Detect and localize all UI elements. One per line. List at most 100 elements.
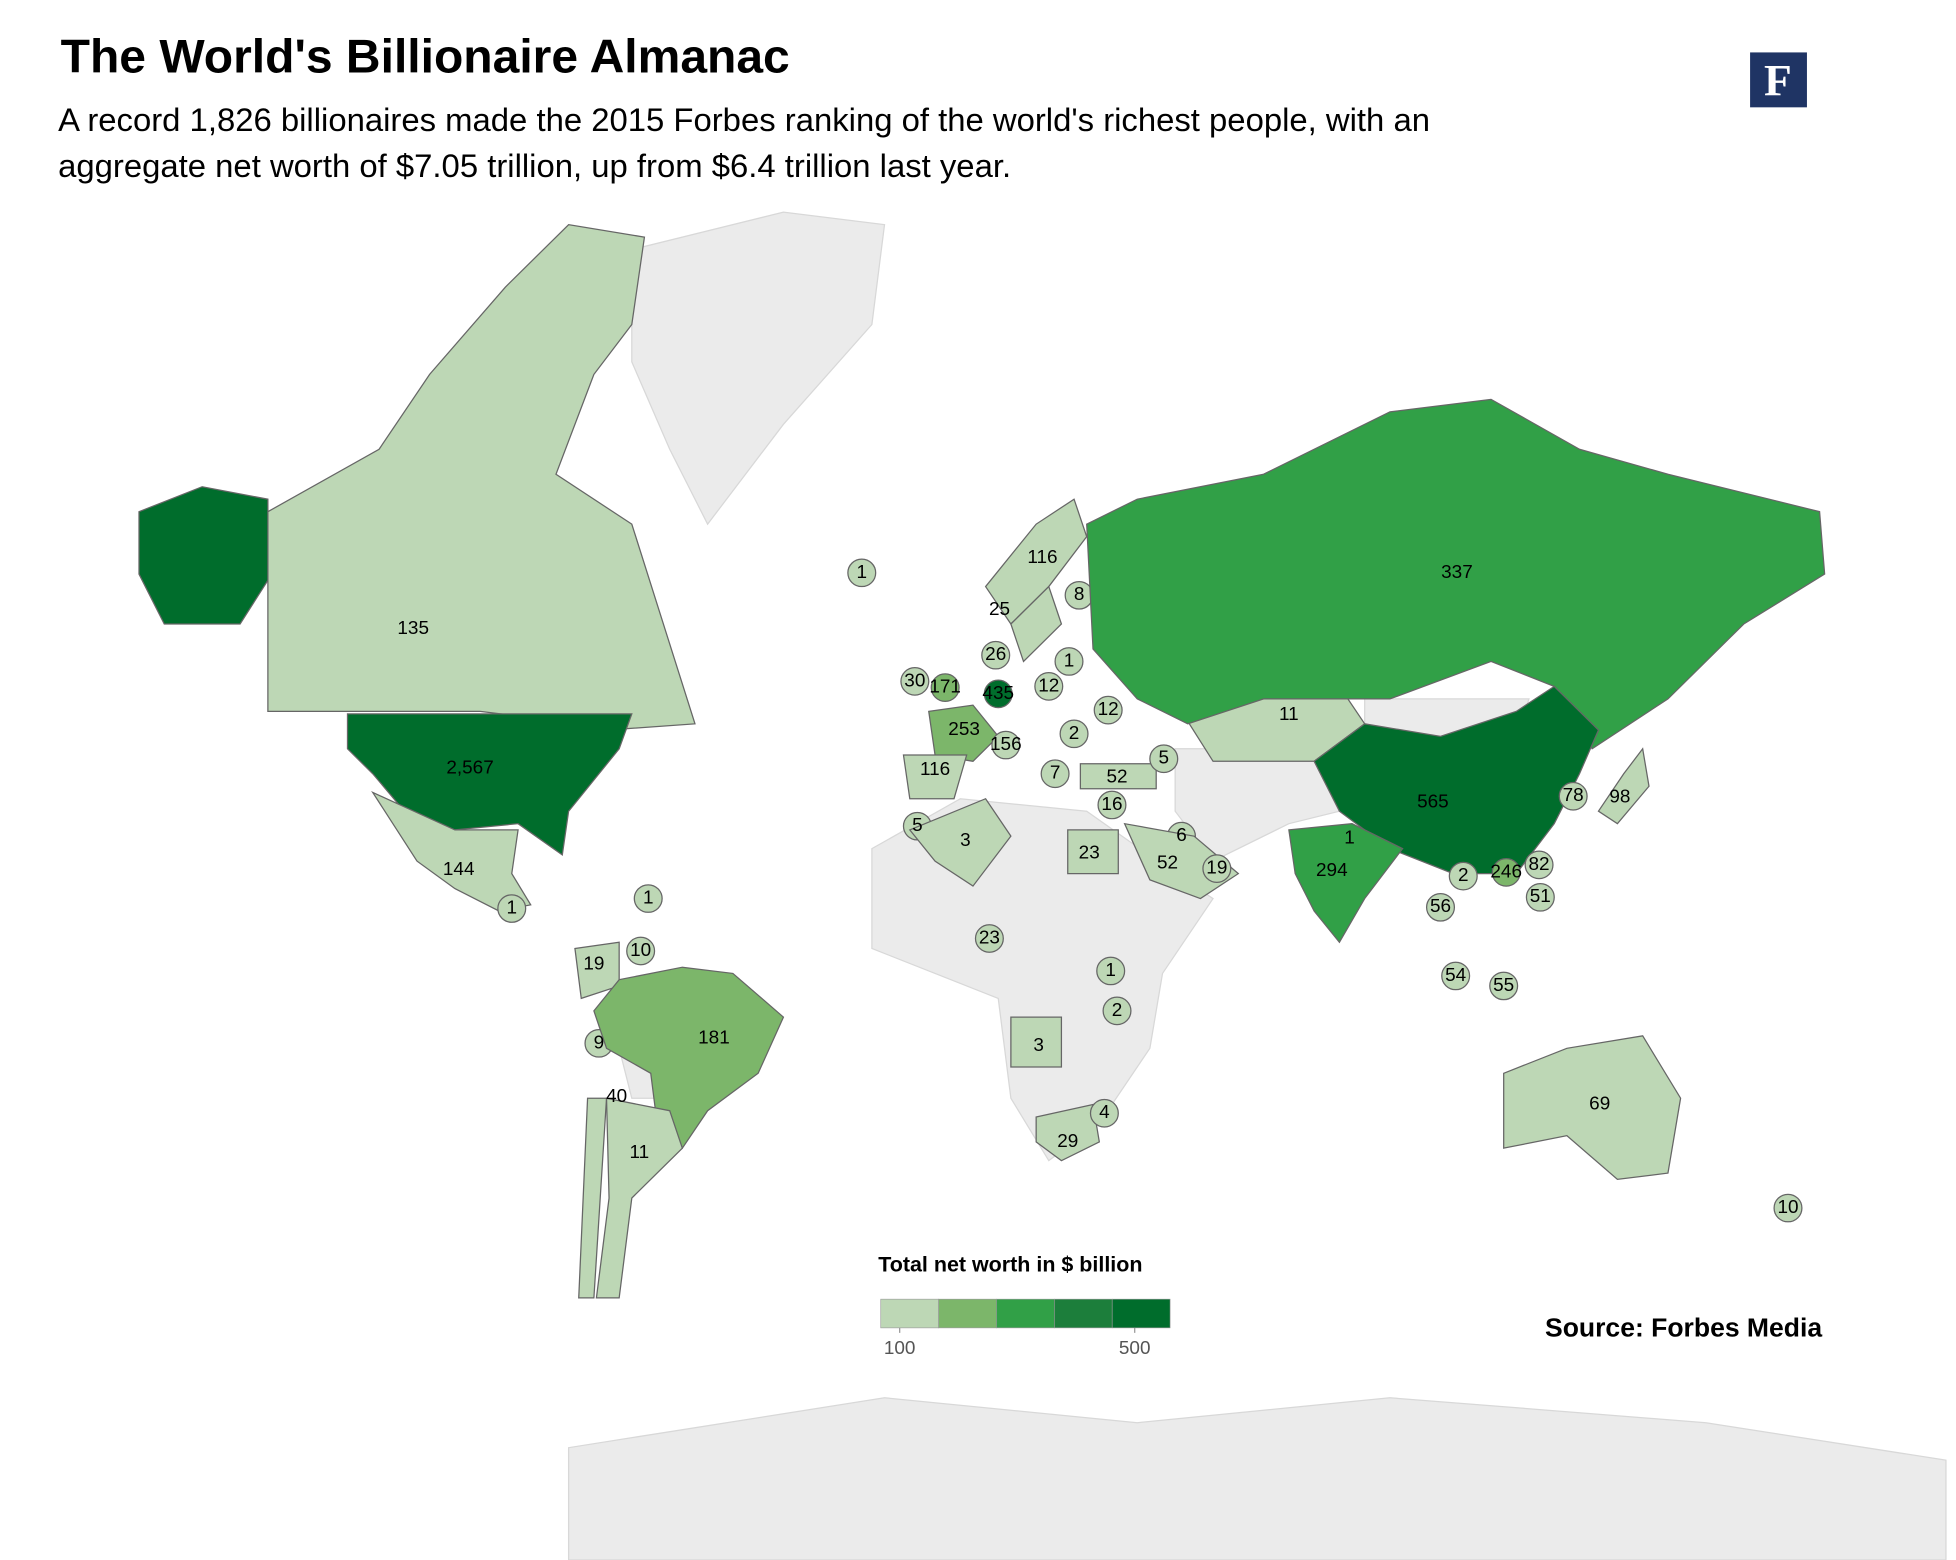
- region-label: 78: [1563, 784, 1584, 805]
- region-label: 52: [1106, 766, 1127, 787]
- region-label: 30: [904, 669, 925, 690]
- region: [1773, 1193, 1803, 1223]
- region-label: 2,567: [446, 757, 493, 778]
- region-label: 1: [1064, 649, 1075, 670]
- region-label: 435: [982, 682, 1014, 703]
- region-label: 12: [1098, 698, 1119, 719]
- region: [626, 936, 656, 966]
- subtitle-line: A record 1,826 billionaires made the 201…: [58, 101, 1430, 138]
- region-label: 2: [1112, 999, 1123, 1020]
- region: [1491, 858, 1521, 887]
- region-label: 565: [1417, 791, 1449, 812]
- region: [1040, 759, 1070, 789]
- region: [847, 558, 877, 588]
- region: [1525, 882, 1555, 912]
- region-label: 1: [1344, 827, 1355, 848]
- region-label: 1: [857, 561, 868, 582]
- region-label: 1: [643, 887, 654, 908]
- region: [928, 704, 1000, 762]
- region: [1503, 1035, 1682, 1181]
- region-label: 19: [1206, 857, 1227, 878]
- region: [1054, 647, 1084, 676]
- base-land: [567, 211, 1947, 1560]
- region-label: 82: [1529, 853, 1550, 874]
- region: [267, 223, 696, 731]
- region-label: 9: [594, 1031, 605, 1052]
- region: [1524, 850, 1554, 880]
- region: [1288, 823, 1404, 944]
- region: [908, 797, 1012, 887]
- legend-title: Total net worth in $ billion: [878, 1253, 1142, 1277]
- region-label: 2: [1458, 864, 1469, 885]
- region: [1202, 854, 1232, 883]
- logo-box: [1750, 52, 1807, 108]
- region: [1059, 719, 1089, 749]
- region: [1489, 971, 1519, 1001]
- region-label: 51: [1530, 885, 1551, 906]
- region-label: 98: [1609, 786, 1630, 807]
- region-label: 337: [1441, 561, 1473, 582]
- region: [1093, 695, 1123, 725]
- legend-swatch: [1054, 1298, 1113, 1329]
- region-label: 3: [1033, 1034, 1044, 1055]
- region: [1010, 585, 1063, 663]
- region: [1035, 1103, 1101, 1162]
- region-label: 11: [1279, 703, 1299, 724]
- region-label: 3: [960, 829, 971, 850]
- region-label: 25: [989, 598, 1010, 619]
- region: [1010, 1016, 1063, 1068]
- region: [1089, 1098, 1119, 1128]
- legend-tick-label: 500: [1119, 1337, 1151, 1358]
- region-label: 7: [1050, 762, 1061, 783]
- region: [983, 679, 1013, 709]
- region: [902, 754, 968, 800]
- region-label: 144: [443, 858, 475, 879]
- region: [1425, 892, 1456, 922]
- region-label: 52: [1157, 852, 1178, 873]
- legend-swatch: [938, 1298, 997, 1329]
- source: Source: Forbes Media: [1545, 1313, 1822, 1343]
- region-label: 253: [948, 718, 980, 739]
- antarctica: [567, 1397, 1947, 1560]
- region-label: 1: [1105, 959, 1116, 980]
- region-label: 12: [1038, 674, 1059, 695]
- region-label: 2: [1069, 722, 1080, 743]
- region: [497, 894, 527, 923]
- africa: [871, 798, 1214, 1162]
- region: [1034, 672, 1064, 701]
- region: [1597, 747, 1650, 825]
- region-label: 156: [990, 733, 1022, 754]
- region: [593, 966, 785, 1150]
- region-label: 4: [1099, 1101, 1110, 1122]
- region: [1441, 961, 1471, 991]
- region: [991, 730, 1021, 760]
- legend-swatch: [880, 1298, 939, 1329]
- region-label: 56: [1430, 895, 1451, 916]
- region-label: 181: [698, 1026, 730, 1047]
- region-label: 135: [397, 617, 429, 638]
- region: [1079, 763, 1157, 790]
- region-label: 23: [1079, 842, 1100, 863]
- region: [578, 1097, 608, 1299]
- region-label: 69: [1589, 1093, 1610, 1114]
- region: [900, 667, 930, 696]
- region: [981, 640, 1011, 670]
- region: [1086, 398, 1826, 750]
- legend-swatch: [996, 1298, 1055, 1329]
- region: [595, 1097, 684, 1299]
- region: [1102, 996, 1132, 1026]
- region-label: 55: [1493, 974, 1514, 995]
- region-label: 8: [1074, 583, 1085, 604]
- region: [138, 486, 269, 625]
- region: [346, 713, 633, 856]
- region: [1067, 829, 1119, 875]
- logo: F: [1764, 55, 1792, 105]
- region: [1149, 744, 1179, 774]
- region-label: 5: [1159, 747, 1170, 768]
- region: [633, 884, 663, 913]
- region-label: 23: [979, 927, 1000, 948]
- region: [930, 673, 960, 703]
- region-label: 19: [583, 953, 604, 974]
- region-label: 5: [912, 814, 923, 835]
